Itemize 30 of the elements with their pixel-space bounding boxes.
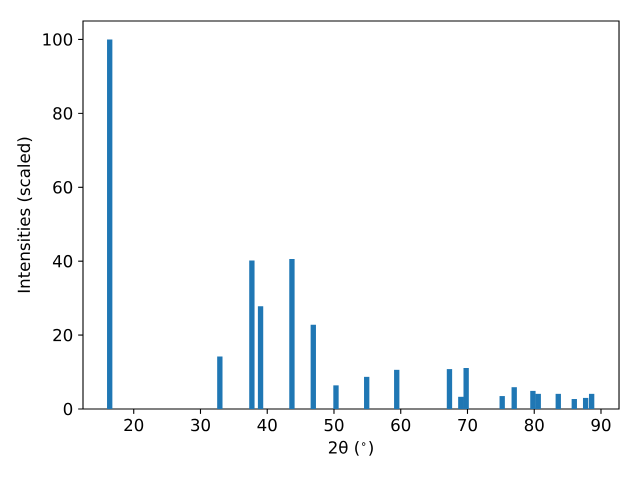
x-tick-label: 90	[591, 418, 610, 432]
bar	[512, 387, 517, 409]
bar	[556, 394, 561, 409]
x-tick-label: 40	[257, 418, 277, 432]
bar	[258, 306, 264, 409]
x-tick-label: 30	[191, 418, 210, 432]
x-tick-label: 20	[124, 418, 144, 432]
bar	[500, 396, 505, 409]
y-tick-label: 60	[53, 181, 72, 194]
y-axis-title: Intensities (scaled)	[17, 138, 32, 292]
bar	[333, 385, 339, 409]
y-tick-label: 0	[64, 402, 72, 416]
x-tick-label: 70	[458, 418, 477, 432]
bar	[217, 356, 223, 409]
y-tick-label: 100	[43, 33, 72, 46]
bar	[394, 370, 400, 409]
x-tick-label: 50	[324, 418, 344, 432]
bar	[249, 260, 255, 409]
y-tick-label: 80	[53, 107, 72, 120]
x-axis-title: 2θ ($^{∘}$)	[328, 440, 373, 456]
bar	[289, 258, 295, 409]
x-tick-label: 60	[391, 418, 410, 432]
y-tick-label: 40	[52, 254, 72, 268]
bar	[107, 39, 112, 409]
y-tick-label: 20	[53, 328, 72, 342]
bar	[572, 399, 577, 409]
bar	[446, 369, 452, 409]
x-tick-label: 80	[524, 418, 544, 432]
bar	[310, 324, 316, 409]
bar	[364, 376, 370, 409]
